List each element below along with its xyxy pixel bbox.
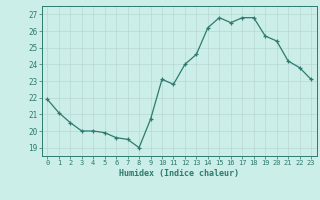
X-axis label: Humidex (Indice chaleur): Humidex (Indice chaleur) (119, 169, 239, 178)
